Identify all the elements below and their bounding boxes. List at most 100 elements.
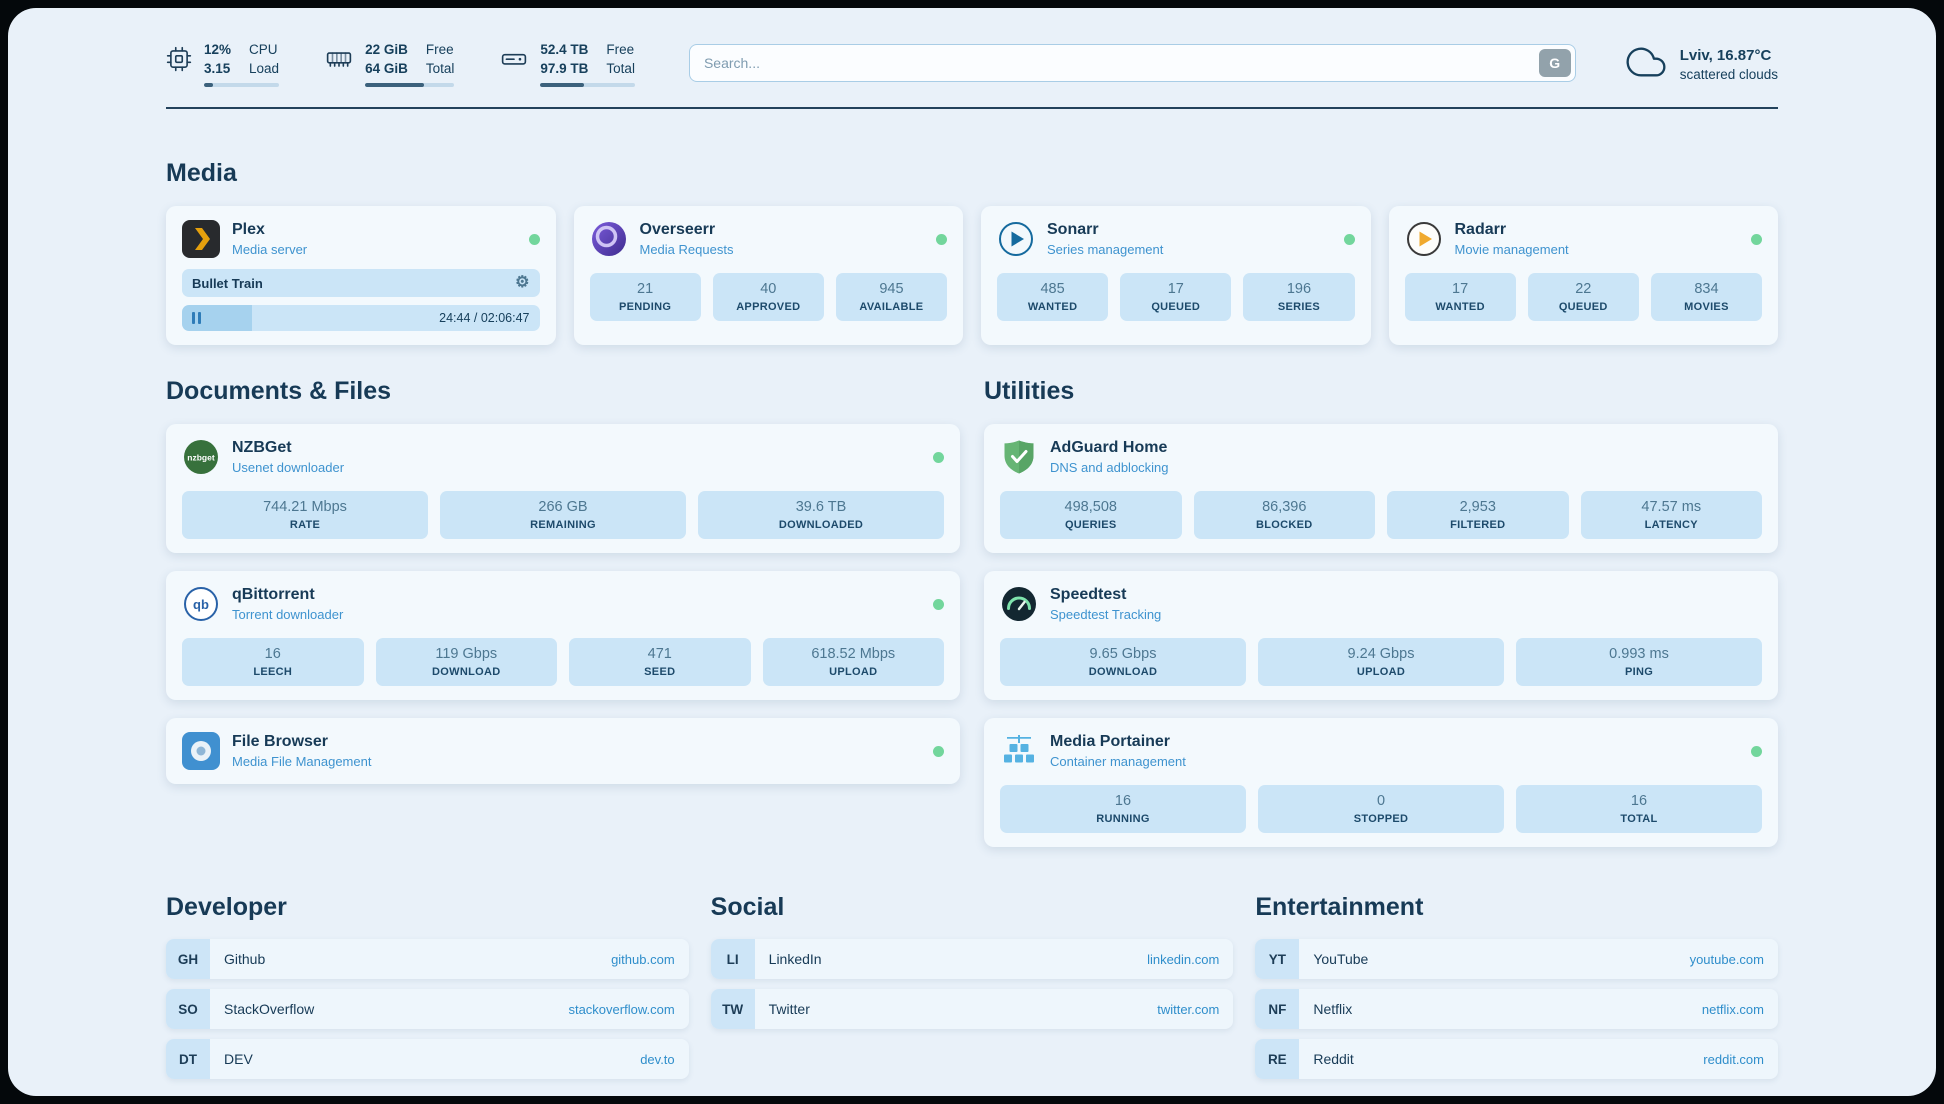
weather-condition: scattered clouds bbox=[1679, 67, 1778, 82]
bookmark-youtube[interactable]: YT YouTube youtube.com bbox=[1255, 939, 1778, 979]
ram-free-label: Free bbox=[425, 42, 454, 57]
cpu-percent: 12% bbox=[204, 42, 232, 57]
stat-chip: 21 PENDING bbox=[589, 273, 701, 321]
card-filebrowser[interactable]: File Browser Media File Management bbox=[166, 718, 960, 784]
weather-location: Lviv, 16.87°C bbox=[1679, 47, 1772, 64]
plex-seek-bar[interactable]: 24:44 / 02:06:47 bbox=[182, 305, 540, 331]
ram-total-label: Total bbox=[425, 61, 455, 76]
bookmark-stackoverflow[interactable]: SO StackOverflow stackoverflow.com bbox=[166, 989, 689, 1029]
card-plex[interactable]: Plex Media server Bullet Train ⚙ 24:44 /… bbox=[166, 206, 556, 345]
bookmark-netflix[interactable]: NF Netflix netflix.com bbox=[1255, 989, 1778, 1029]
radarr-status-dot bbox=[1751, 233, 1762, 245]
card-radarr[interactable]: Radarr Movie management 17 WANTED 22 QUE… bbox=[1388, 206, 1778, 345]
bookmark-abbr: GH bbox=[166, 939, 210, 979]
qbittorrent-icon: qb bbox=[182, 585, 220, 623]
radarr-icon bbox=[1405, 220, 1443, 258]
cpu-label: CPU bbox=[249, 42, 278, 57]
bookmark-dev[interactable]: DT DEV dev.to bbox=[166, 1039, 689, 1079]
speedtest-subtitle: Speedtest Tracking bbox=[1050, 607, 1162, 622]
card-sonarr[interactable]: Sonarr Series management 485 WANTED 17 Q… bbox=[981, 206, 1371, 345]
portainer-icon bbox=[1000, 732, 1038, 770]
disk-progress-bar bbox=[540, 83, 635, 87]
radarr-name: Radarr bbox=[1454, 221, 1507, 238]
cpu-load-value: 3.15 bbox=[204, 61, 231, 76]
disk-total-label: Total bbox=[606, 61, 635, 76]
stat-chip: 744.21 Mbps RATE bbox=[182, 491, 428, 539]
disk-icon bbox=[500, 42, 528, 87]
overseerr-subtitle: Media Requests bbox=[639, 242, 734, 257]
bookmark-url: github.com bbox=[611, 951, 675, 967]
adguard-name: AdGuard Home bbox=[1050, 439, 1168, 456]
bookmark-abbr: LI bbox=[710, 939, 755, 979]
ram-progress-fill bbox=[365, 83, 425, 87]
bookmark-url: youtube.com bbox=[1689, 951, 1764, 967]
section-documents: Documents & Files nzbget NZBGet Usenet d… bbox=[166, 377, 960, 847]
stat-chip: 16 LEECH bbox=[182, 638, 364, 686]
stat-chip: 17 QUEUED bbox=[1120, 273, 1232, 321]
pause-icon[interactable] bbox=[192, 312, 201, 324]
plex-status-dot bbox=[528, 233, 540, 245]
system-stats: 12% 3.15 CPU Load bbox=[166, 42, 635, 87]
bookmark-url: linkedin.com bbox=[1147, 951, 1220, 967]
bookmark-name: StackOverflow bbox=[224, 1001, 315, 1017]
stat-chip: 119 Gbps DOWNLOAD bbox=[375, 638, 557, 686]
card-nzbget[interactable]: nzbget NZBGet Usenet downloader 744.21 M… bbox=[166, 424, 960, 553]
bookmark-url: netflix.com bbox=[1701, 1001, 1764, 1017]
filebrowser-icon bbox=[182, 732, 220, 770]
media-section-title: Media bbox=[166, 159, 237, 187]
cpu-progress-bar bbox=[204, 83, 280, 87]
bookmark-url: reddit.com bbox=[1703, 1051, 1764, 1067]
cloud-icon bbox=[1624, 42, 1668, 87]
bookmark-linkedin[interactable]: LI LinkedIn linkedin.com bbox=[710, 939, 1234, 979]
bookmark-abbr: YT bbox=[1255, 939, 1300, 979]
now-playing-title: Bullet Train bbox=[192, 275, 263, 291]
filebrowser-name: File Browser bbox=[232, 733, 329, 750]
bookmark-name: DEV bbox=[224, 1051, 253, 1067]
playback-time: 24:44 / 02:06:47 bbox=[439, 311, 530, 325]
plex-name: Plex bbox=[232, 221, 265, 238]
card-adguard[interactable]: AdGuard Home DNS and adblocking 498,508 … bbox=[984, 424, 1778, 553]
stat-chip: 16 TOTAL bbox=[1516, 785, 1762, 833]
card-qbittorrent[interactable]: qb qBittorrent Torrent downloader 16 bbox=[166, 571, 960, 700]
dashboard-page: 12% 3.15 CPU Load bbox=[8, 8, 1936, 1096]
gear-icon[interactable]: ⚙ bbox=[515, 274, 530, 291]
card-overseerr[interactable]: Overseerr Media Requests 21 PENDING 40 A… bbox=[573, 206, 963, 345]
radarr-subtitle: Movie management bbox=[1454, 242, 1569, 257]
section-media: Media Plex Media server bbox=[166, 159, 1778, 345]
bookmark-twitter[interactable]: TW Twitter twitter.com bbox=[710, 989, 1234, 1029]
entertainment-section-title: Entertainment bbox=[1255, 893, 1424, 921]
disk-free-value: 52.4 TB bbox=[540, 42, 589, 57]
search-engine-button[interactable]: G bbox=[1538, 49, 1571, 77]
qbittorrent-name: qBittorrent bbox=[232, 586, 315, 603]
ram-widget: 22 GiB 64 GiB Free Total bbox=[325, 42, 455, 87]
bookmark-reddit[interactable]: RE Reddit reddit.com bbox=[1255, 1039, 1778, 1079]
card-speedtest[interactable]: Speedtest Speedtest Tracking 9.65 Gbps D… bbox=[984, 571, 1778, 700]
stat-chip: 471 SEED bbox=[569, 638, 751, 686]
filebrowser-status-dot bbox=[933, 745, 944, 757]
utilities-section-title: Utilities bbox=[984, 377, 1075, 405]
stat-chip: 618.52 Mbps UPLOAD bbox=[762, 638, 944, 686]
stat-chip: 9.24 Gbps UPLOAD bbox=[1258, 638, 1504, 686]
qbittorrent-status-dot bbox=[933, 598, 944, 610]
ram-free-value: 22 GiB bbox=[365, 42, 408, 57]
portainer-subtitle: Container management bbox=[1050, 754, 1186, 769]
ram-progress-bar bbox=[365, 83, 455, 87]
search-input[interactable] bbox=[688, 44, 1576, 82]
stat-chip: 0.993 ms PING bbox=[1516, 638, 1762, 686]
stat-chip: 266 GB REMAINING bbox=[440, 491, 686, 539]
overseerr-icon bbox=[590, 220, 628, 258]
card-portainer[interactable]: Media Portainer Container management 16 … bbox=[984, 718, 1778, 847]
stat-chip: 39.6 TB DOWNLOADED bbox=[698, 491, 944, 539]
stat-chip: 47.57 ms LATENCY bbox=[1580, 491, 1762, 539]
bookmark-github[interactable]: GH Github github.com bbox=[166, 939, 689, 979]
bookmark-abbr: NF bbox=[1255, 989, 1300, 1029]
bookmark-abbr: DT bbox=[166, 1039, 210, 1079]
adguard-subtitle: DNS and adblocking bbox=[1050, 460, 1169, 475]
bookmark-abbr: RE bbox=[1255, 1039, 1300, 1079]
bookmark-url: dev.to bbox=[640, 1051, 675, 1067]
qbittorrent-subtitle: Torrent downloader bbox=[232, 607, 344, 622]
bookmark-name: Github bbox=[224, 951, 266, 967]
bookmark-url: twitter.com bbox=[1157, 1001, 1220, 1017]
ram-icon bbox=[325, 42, 353, 87]
filebrowser-subtitle: Media File Management bbox=[232, 754, 372, 769]
